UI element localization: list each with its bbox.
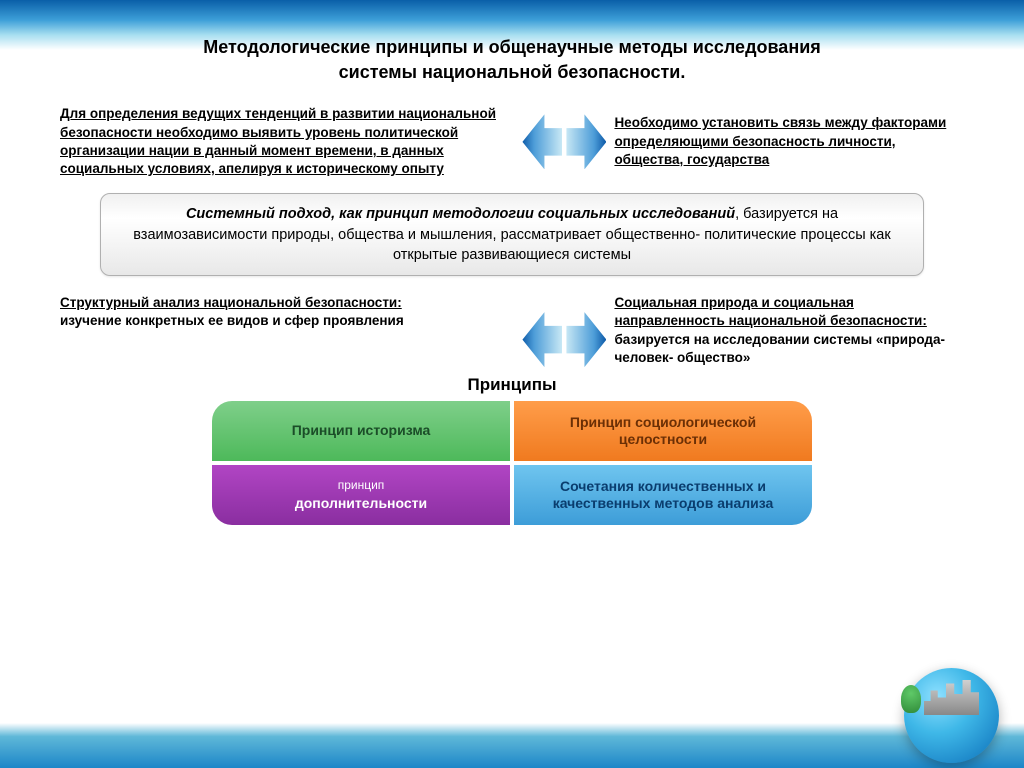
title-line2: системы национальной безопасности. — [339, 62, 686, 82]
arrow-right-icon — [566, 114, 606, 169]
tree-icon — [901, 685, 921, 713]
quad-complement-small: принцип — [295, 478, 427, 493]
principles-label: Принципы — [60, 375, 964, 395]
center-box: Системный подход, как принцип методологи… — [100, 193, 924, 276]
row-mid: Структурный анализ национальной безопасн… — [60, 294, 964, 367]
center-emph: Системный подход, как принцип методологи… — [186, 206, 735, 222]
principles-quad: Принцип историзма Принцип социологическо… — [212, 401, 812, 525]
arrow-left-icon — [522, 312, 562, 367]
content: Методологические принципы и общенаучные … — [0, 0, 1024, 768]
quad-historism: Принцип историзма — [212, 401, 510, 461]
mid-left: Структурный анализ национальной безопасн… — [60, 294, 514, 330]
arrow-pair-top — [522, 114, 606, 169]
mid-left-body: изучение конкретных ее видов и сфер проя… — [60, 313, 404, 328]
quad-sociological: Принцип социологической целостности — [514, 401, 812, 461]
mid-left-head: Структурный анализ национальной безопасн… — [60, 295, 402, 310]
mid-right-body: базируется на исследовании системы «прир… — [614, 332, 945, 365]
quad-quantqual: Сочетания количественных и качественных … — [514, 465, 812, 525]
mid-right: Социальная природа и социальная направле… — [614, 294, 964, 367]
title-line1: Методологические принципы и общенаучные … — [203, 37, 821, 57]
globe-decoration — [879, 653, 1009, 763]
row-top: Для определения ведущих тенденций в разв… — [60, 105, 964, 178]
arrow-pair-mid — [522, 312, 606, 367]
top-right-text: Необходимо установить связь между фактор… — [614, 114, 964, 169]
mid-right-head: Социальная природа и социальная направле… — [614, 295, 926, 328]
quad-complement: принцип дополнительности — [212, 465, 510, 525]
arrow-left-icon — [522, 114, 562, 169]
page-title: Методологические принципы и общенаучные … — [60, 35, 964, 85]
arrow-right-icon — [566, 312, 606, 367]
top-left-text: Для определения ведущих тенденций в разв… — [60, 105, 514, 178]
quad-complement-big: дополнительности — [295, 495, 427, 511]
globe-icon — [904, 668, 999, 763]
